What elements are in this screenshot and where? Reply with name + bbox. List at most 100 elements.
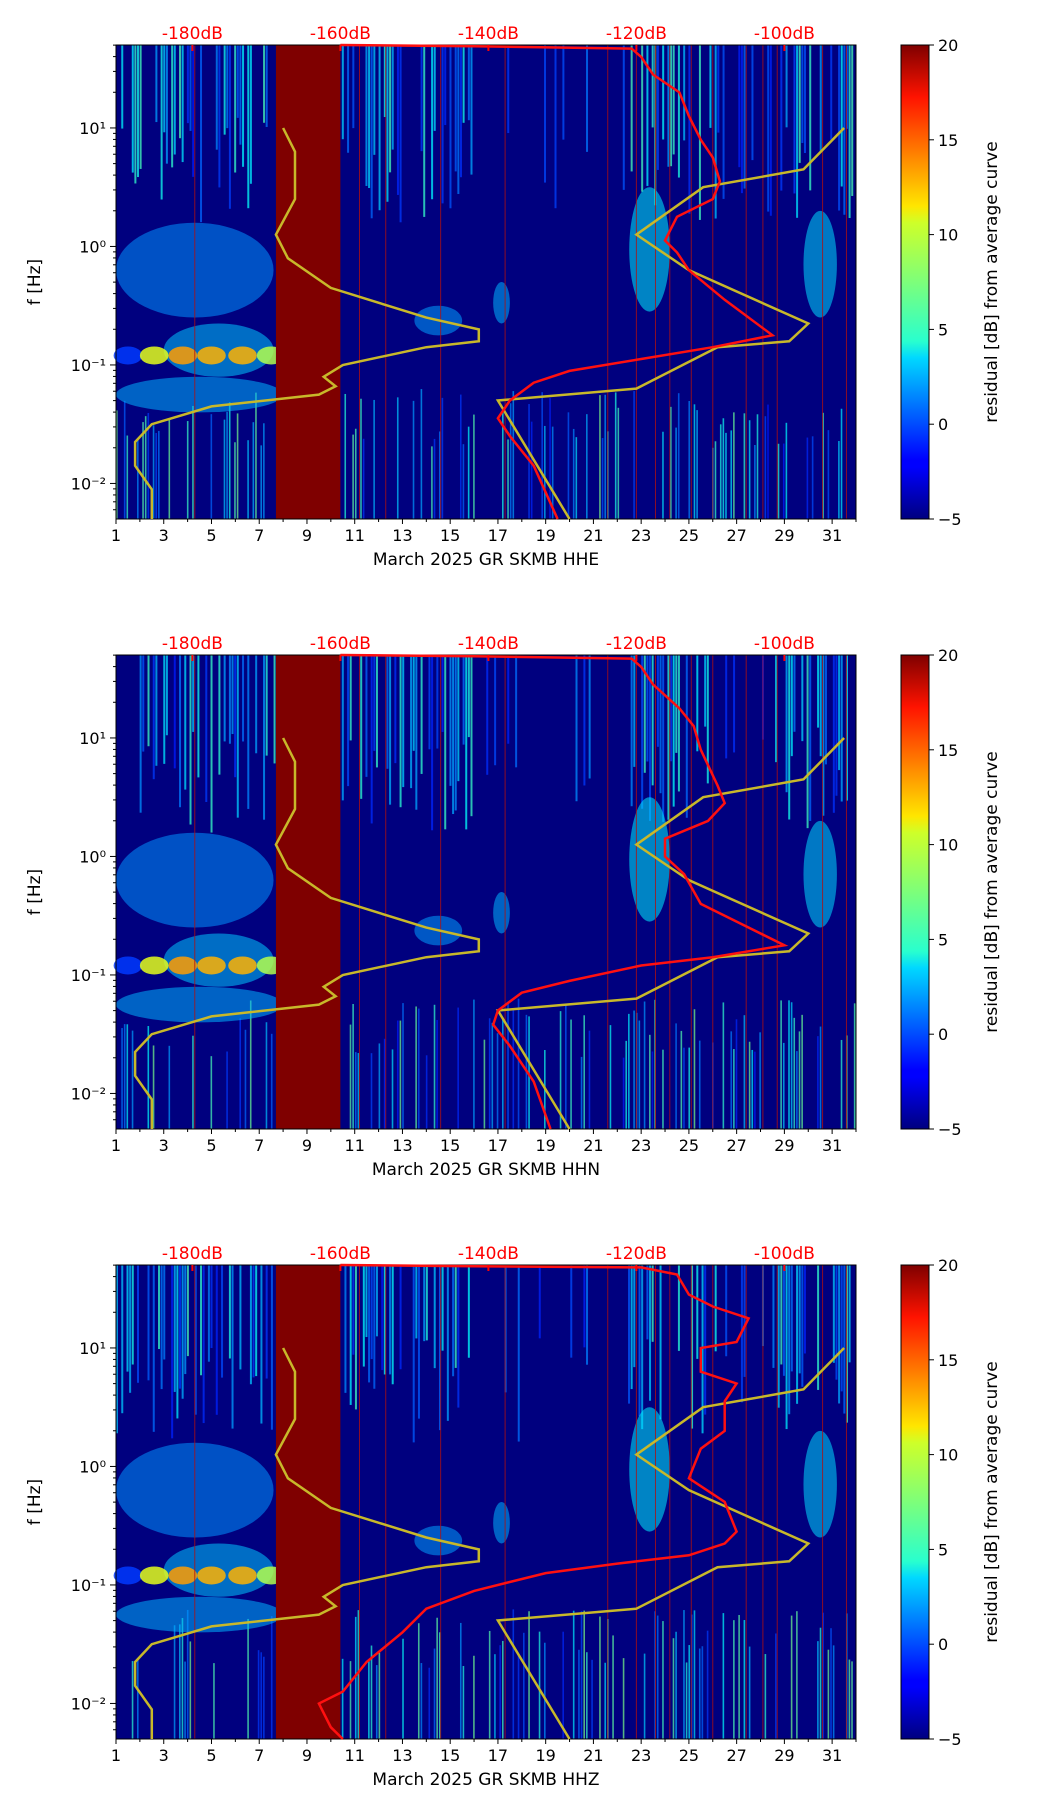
gap-rect <box>275 1265 341 1739</box>
spectrogram-streak <box>780 1265 783 1365</box>
spectrogram-spike <box>706 1630 709 1739</box>
spectrogram-streak <box>570 1265 573 1358</box>
spectrogram-streak <box>352 45 355 129</box>
spectrogram-spike <box>832 1645 835 1739</box>
spectrogram-streak <box>696 655 699 752</box>
spectrogram-spike <box>822 1612 824 1739</box>
gap-rect <box>275 45 341 519</box>
spectrogram-spike <box>263 1656 265 1739</box>
spectrogram-streak <box>218 45 221 188</box>
spectrogram-blob <box>629 797 670 922</box>
x-tick-label: 25 <box>679 526 699 545</box>
db-tick-label: -140dB <box>458 1244 519 1264</box>
x-tick-label: 21 <box>583 1746 603 1765</box>
spectrogram-spike <box>549 398 551 519</box>
spectrogram-streak <box>352 1265 355 1355</box>
spectrogram-streak <box>544 45 547 183</box>
spectrogram-streak <box>706 655 709 784</box>
spectrogram-streak <box>838 1265 841 1404</box>
spectrogram-spike <box>775 1633 777 1739</box>
x-axis-label-hhn: March 2025 GR SKMB HHN <box>372 1160 600 1180</box>
x-tick-label: 21 <box>583 526 603 545</box>
x-tick-label: 29 <box>774 1746 794 1765</box>
spectrogram-spike <box>517 998 520 1129</box>
x-tick-label: 9 <box>302 1746 312 1765</box>
spectrogram-spike <box>257 1650 260 1739</box>
spectrogram-spike <box>459 394 462 519</box>
spectrogram-streak <box>817 1265 820 1390</box>
spectrogram-streak <box>428 655 431 750</box>
spectrogram-streak <box>349 655 352 741</box>
spectrogram-streak <box>231 655 234 735</box>
db-tick-label: -120dB <box>606 634 667 654</box>
spectrogram-streak <box>467 1265 470 1358</box>
spectrogram-streak <box>454 655 457 811</box>
spectrogram-spike <box>402 1638 404 1739</box>
spectrogram-spike <box>362 438 365 519</box>
spectrogram-spike <box>496 1033 499 1129</box>
spectrogram-streak <box>152 1265 155 1432</box>
spectrogram-streak <box>415 1265 418 1339</box>
spectrogram-streak <box>197 655 200 778</box>
spectrogram-spike <box>396 397 399 519</box>
spectrogram-spike <box>780 1000 782 1129</box>
colorbar-tick-label: 10 <box>938 226 958 245</box>
spectrogram-spike <box>438 1632 441 1739</box>
model-curve-right <box>495 1347 845 1740</box>
spectrogram-streak <box>215 45 218 150</box>
spectrogram-spike <box>341 1658 344 1739</box>
spectrogram-streak <box>633 1265 636 1368</box>
spectrogram-spike <box>155 432 157 519</box>
spectrogram-streak <box>179 45 182 139</box>
spectrogram-streak <box>843 45 846 215</box>
x-tick-label: 17 <box>488 526 508 545</box>
x-tick-label: 17 <box>488 1746 508 1765</box>
spectrogram-spike <box>656 1615 659 1739</box>
spectrogram-spike <box>738 1614 740 1739</box>
spectrogram-streak <box>494 655 497 766</box>
data-gap-hhz <box>275 1265 341 1739</box>
spectrogram-streak <box>628 1265 631 1404</box>
microseism-band <box>197 346 226 365</box>
spectrogram-streak <box>806 655 809 829</box>
spectrogram-spike <box>565 1004 567 1129</box>
spectrogram-streak <box>449 655 452 786</box>
spectrogram-streak <box>202 1265 205 1424</box>
model-curve-right <box>495 737 845 1130</box>
spectrogram-streak <box>704 1265 707 1415</box>
spectrogram-streak <box>843 1265 846 1414</box>
spectrogram-streak <box>683 45 686 141</box>
spectrogram-blob <box>803 820 837 928</box>
day-lines-hhe <box>194 45 847 519</box>
spectrogram-spike <box>677 393 680 519</box>
spectrogram-streak <box>378 45 381 211</box>
spectrogram-spike <box>402 1003 404 1129</box>
spectrogram-spike <box>247 440 249 519</box>
spectrogram-streak <box>819 655 822 757</box>
spectrogram-spike <box>680 1030 683 1129</box>
x-tick-label: 31 <box>822 1136 842 1155</box>
spectrogram-streak <box>638 1265 641 1417</box>
ppsd-curve-hhz <box>317 1263 751 1740</box>
spectrogram-streak <box>803 1265 806 1354</box>
spectrogram-streak <box>373 655 376 751</box>
spectrogram-blob <box>803 210 837 318</box>
spectrogram-streak <box>210 1265 213 1349</box>
spectrogram-spike <box>512 391 515 519</box>
spectrogram-streak <box>586 1265 589 1365</box>
colorbar-tick-label: 20 <box>938 1256 958 1275</box>
x-tick-label: 1 <box>111 1136 121 1155</box>
y-tick-label: 10⁻² <box>71 474 106 493</box>
spectrogram-spike <box>754 1051 756 1129</box>
y-axis-ticks-hhe: 10⁻² 10⁻¹ 10⁰ 10¹ <box>71 44 116 511</box>
microseism-band <box>139 346 169 365</box>
colorbar-tick-label: 10 <box>938 836 958 855</box>
spectrogram-streak <box>192 655 195 732</box>
spectrogram-streak <box>851 45 854 196</box>
db-axis-ticks-hhn: -180dB -160dB -140dB -120dB -100dB <box>162 634 815 661</box>
spectrogram-spike <box>748 1646 751 1739</box>
spectrogram-spike <box>142 422 144 519</box>
microseism-band <box>139 1566 169 1585</box>
spectrogram-spike <box>796 1051 798 1129</box>
spectrogram-spike <box>491 1022 494 1129</box>
